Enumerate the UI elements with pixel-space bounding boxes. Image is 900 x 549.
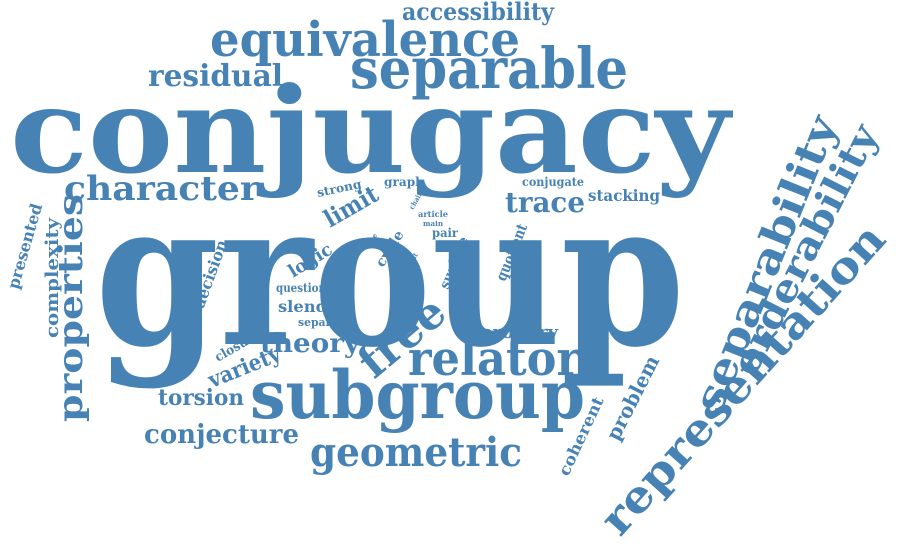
- word-subgroup: subgroup: [250, 356, 585, 434]
- word-equivalence: equivalence: [210, 12, 520, 68]
- word-presented: presented: [4, 201, 47, 291]
- word-stacking: stacking: [588, 186, 660, 205]
- word-properties: properties: [51, 194, 91, 422]
- word-main: main: [423, 219, 443, 228]
- word-separable: separable: [350, 36, 628, 102]
- word-cloud-words: group conjugacy subgroup separable equiv…: [4, 0, 896, 545]
- word-theory: theory: [260, 329, 361, 359]
- word-size: size: [366, 232, 379, 249]
- word-character: character: [64, 169, 260, 209]
- word-conjugacy: conjugacy: [10, 61, 734, 200]
- word-question: question: [276, 281, 326, 295]
- word-separate: separate: [298, 316, 350, 329]
- word-corollary: corollary: [470, 322, 559, 343]
- word-conjugate: conjugate: [522, 175, 584, 189]
- word-torsion: torsion: [158, 385, 244, 411]
- word-trace: trace: [505, 186, 585, 219]
- word-article: article: [418, 209, 448, 219]
- word-graph: graph: [384, 175, 424, 189]
- word-relator: relator: [408, 331, 581, 387]
- word-slender: slender: [278, 297, 347, 316]
- word-residual: residual: [148, 59, 283, 94]
- word-accessibility: accessibility: [402, 0, 555, 26]
- word-conjecture: conjecture: [144, 420, 299, 450]
- word-pair: pair: [432, 226, 459, 240]
- word-geometric: geometric: [310, 429, 522, 476]
- word-group: group: [95, 157, 685, 392]
- word-complexity: complexity: [42, 217, 63, 338]
